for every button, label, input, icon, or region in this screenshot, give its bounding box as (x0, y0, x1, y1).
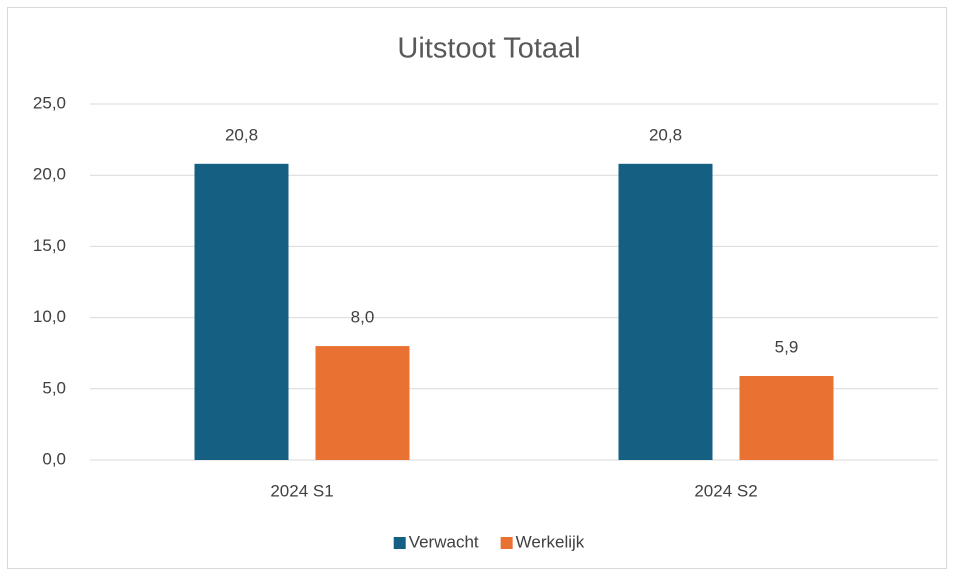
y-tick-label: 5,0 (42, 378, 66, 397)
chart-border (7, 7, 947, 569)
bar (315, 346, 410, 460)
legend-swatch (500, 537, 513, 549)
bar (739, 375, 834, 460)
legend-label: Verwacht (409, 532, 479, 551)
bar (618, 163, 713, 461)
legend-swatch (393, 537, 406, 549)
bar (194, 163, 289, 461)
x-tick-label: 2024 S1 (270, 481, 333, 500)
data-label: 8,0 (351, 308, 375, 327)
y-tick-label: 15,0 (33, 236, 66, 255)
x-tick-label: 2024 S2 (694, 481, 757, 500)
data-label: 5,9 (775, 337, 799, 356)
y-tick-label: 10,0 (33, 307, 66, 326)
chart-title: Uitstoot Totaal (397, 33, 580, 65)
data-label: 20,8 (649, 125, 682, 144)
legend-label: Werkelijk (516, 532, 585, 551)
y-tick-label: 0,0 (42, 449, 66, 468)
y-tick-label: 20,0 (33, 165, 66, 184)
data-label: 20,8 (225, 125, 258, 144)
y-tick-label: 25,0 (33, 93, 66, 112)
